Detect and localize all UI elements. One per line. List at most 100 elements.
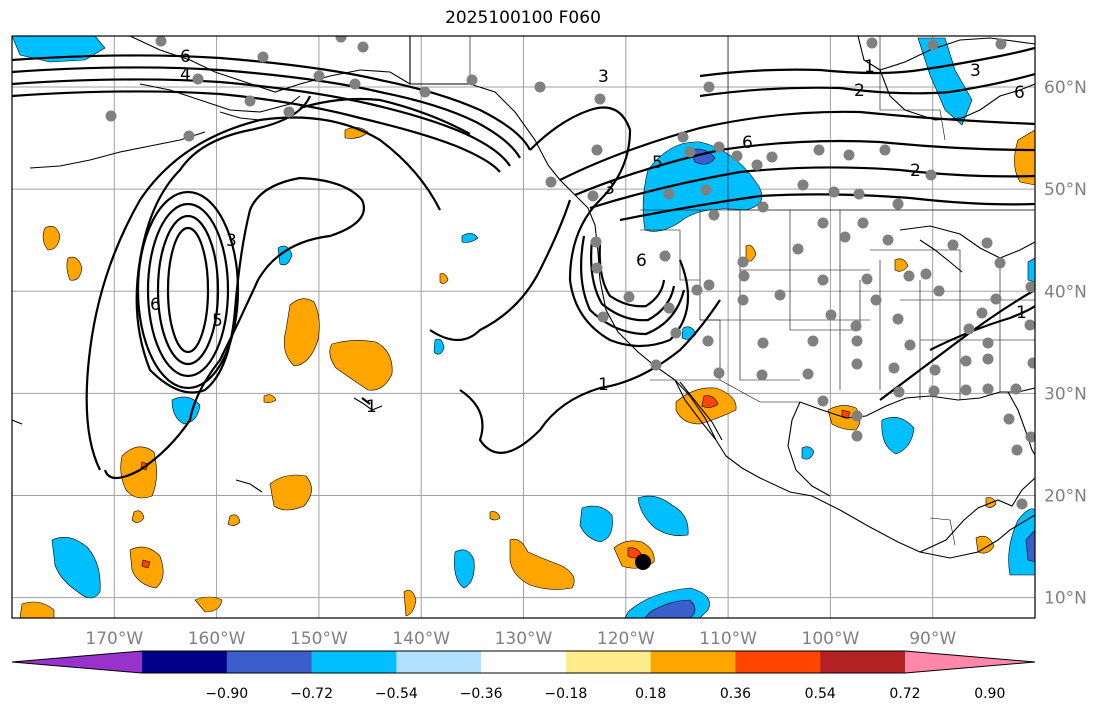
station-marker — [843, 149, 855, 161]
station-marker — [591, 262, 603, 274]
station-marker — [597, 311, 609, 323]
colorbar-tick-label: 0.18 — [635, 686, 666, 702]
station-marker — [545, 176, 557, 188]
station-marker — [419, 86, 431, 98]
station-marker — [850, 320, 862, 332]
colorbar-tick-label: −0.54 — [375, 686, 418, 702]
station-marker — [851, 430, 863, 442]
contour-label: 3 — [598, 67, 609, 87]
contour-label: 6 — [742, 133, 753, 153]
longitude-label: 100°W — [802, 629, 860, 649]
contour-label: 2 — [854, 81, 865, 101]
negative-area — [171, 396, 201, 425]
positive-area — [19, 601, 55, 618]
colorbar-segment — [396, 651, 482, 673]
station-marker — [982, 383, 994, 395]
longitude-label: 170°W — [85, 629, 143, 649]
station-marker — [1025, 431, 1035, 443]
station-marker — [817, 274, 829, 286]
highlight-marker — [635, 554, 651, 570]
station-marker — [192, 73, 204, 85]
positive-area — [894, 258, 909, 272]
positive-area — [283, 298, 320, 367]
station-marker — [892, 198, 904, 210]
colorbar-segment — [481, 651, 567, 673]
station-marker — [828, 186, 840, 198]
station-marker — [713, 141, 725, 153]
station-marker — [335, 36, 347, 43]
station-marker — [851, 410, 863, 422]
station-marker — [807, 335, 819, 347]
gridlines — [12, 36, 1035, 618]
station-marker — [851, 335, 863, 347]
station-marker — [903, 270, 915, 282]
station-marker — [802, 368, 814, 380]
station-marker — [703, 279, 715, 291]
contour-label: 3 — [970, 61, 981, 81]
station-marker — [590, 236, 602, 248]
station-marker — [594, 93, 606, 105]
negative-area — [1025, 529, 1035, 563]
station-marker — [947, 239, 959, 251]
station-marker — [738, 270, 750, 282]
station-marker — [591, 144, 603, 156]
latitude-label: 50°N — [1044, 180, 1087, 200]
station-marker — [751, 159, 763, 171]
station-marker — [981, 237, 993, 249]
station-marker — [839, 231, 851, 243]
station-marker — [1024, 319, 1035, 331]
station-marker — [929, 364, 941, 376]
station-marker — [703, 81, 715, 93]
station-marker — [851, 358, 863, 370]
positive-area — [1014, 129, 1035, 186]
map-frame — [11, 35, 1036, 619]
positive-area — [329, 340, 393, 391]
negative-area — [644, 599, 696, 618]
station-marker — [920, 268, 932, 280]
station-marker — [960, 384, 972, 396]
colorbar-tick-label: 0.54 — [805, 686, 836, 702]
longitude-label: 160°W — [188, 629, 246, 649]
colorbar-segment — [226, 651, 313, 673]
colorbar-tick-label: 0.90 — [974, 686, 1005, 702]
station-marker — [737, 294, 749, 306]
positive-area — [227, 514, 241, 526]
positive-area — [489, 511, 501, 521]
negative-area — [881, 417, 915, 455]
station-marker — [534, 81, 546, 93]
station-marker — [963, 323, 975, 335]
station-marker — [857, 217, 869, 229]
station-marker — [257, 51, 269, 63]
colorbar-tick-label: −0.90 — [205, 686, 248, 702]
station-marker — [623, 291, 635, 303]
station-marker — [766, 151, 778, 163]
contour-labels: 6 4 3 1 2 6 5 3 1 2 6 3 6 3 5 1 6 1 — [150, 47, 1027, 417]
station-marker — [702, 335, 714, 347]
station-marker — [183, 130, 195, 142]
station-marker — [650, 359, 662, 371]
station-marker — [663, 302, 675, 314]
station-marker — [817, 395, 829, 407]
positive-area — [403, 589, 417, 617]
station-marker — [737, 256, 749, 268]
colorbar-segment — [735, 651, 821, 673]
station-marker — [888, 362, 900, 374]
station-marker — [990, 293, 1002, 305]
contour-label: 2 — [910, 161, 921, 181]
station-marker — [925, 169, 937, 181]
negative-area — [433, 338, 445, 355]
station-marker — [700, 184, 712, 196]
colorbar-segment — [820, 651, 906, 673]
station-marker — [813, 144, 825, 156]
colorbar-tick-label: −0.36 — [460, 686, 503, 702]
longitude-label: 110°W — [699, 629, 757, 649]
positive-area — [439, 273, 449, 284]
station-marker — [882, 234, 894, 246]
map-title: 2025100100 F060 — [445, 8, 601, 28]
colorbar-min-extend — [12, 651, 142, 673]
station-marker — [982, 353, 994, 365]
station-marker — [466, 74, 478, 86]
station-marker — [817, 217, 829, 229]
colorbar-tick-label: −0.72 — [290, 686, 333, 702]
